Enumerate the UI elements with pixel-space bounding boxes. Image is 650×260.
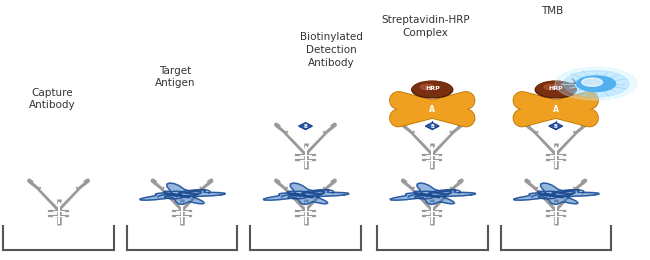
Polygon shape <box>390 183 476 204</box>
Polygon shape <box>299 123 312 129</box>
Circle shape <box>413 81 452 97</box>
Circle shape <box>544 84 558 90</box>
Polygon shape <box>549 123 562 129</box>
Circle shape <box>582 78 603 86</box>
Text: B: B <box>554 124 558 129</box>
Circle shape <box>555 67 637 100</box>
Circle shape <box>577 76 616 92</box>
Circle shape <box>536 81 575 97</box>
Circle shape <box>421 84 434 90</box>
Text: A: A <box>552 105 559 114</box>
Circle shape <box>536 81 577 98</box>
Text: A: A <box>429 105 436 114</box>
Text: Biotinylated
Detection
Antibody: Biotinylated Detection Antibody <box>300 32 363 68</box>
Text: B: B <box>304 124 307 129</box>
Text: HRP: HRP <box>549 86 563 92</box>
Circle shape <box>412 81 452 98</box>
Polygon shape <box>514 183 599 204</box>
Polygon shape <box>140 183 226 204</box>
Circle shape <box>564 71 629 97</box>
Text: Target
Antigen: Target Antigen <box>155 66 196 88</box>
Polygon shape <box>426 123 439 129</box>
Text: Capture
Antibody: Capture Antibody <box>29 88 75 110</box>
Text: Streptavidin-HRP
Complex: Streptavidin-HRP Complex <box>382 15 470 38</box>
Polygon shape <box>263 183 349 204</box>
Text: B: B <box>430 124 434 129</box>
Text: TMB: TMB <box>541 6 564 16</box>
Text: HRP: HRP <box>425 86 439 92</box>
